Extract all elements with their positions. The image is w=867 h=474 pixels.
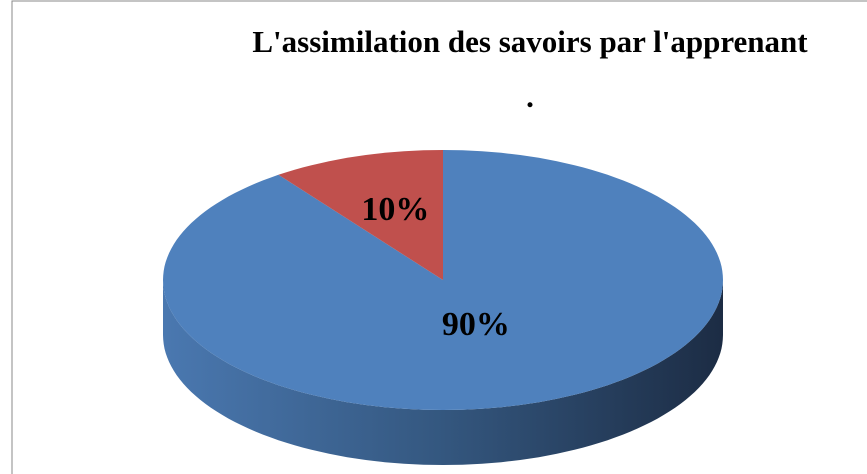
data-label: 10% bbox=[361, 191, 429, 228]
data-label: 90% bbox=[442, 306, 510, 343]
chart-title: . bbox=[526, 79, 534, 114]
pie-slice-side bbox=[163, 280, 723, 465]
pie-slice bbox=[278, 150, 443, 280]
chart-title: L'assimilation des savoirs par l'apprena… bbox=[252, 24, 808, 59]
